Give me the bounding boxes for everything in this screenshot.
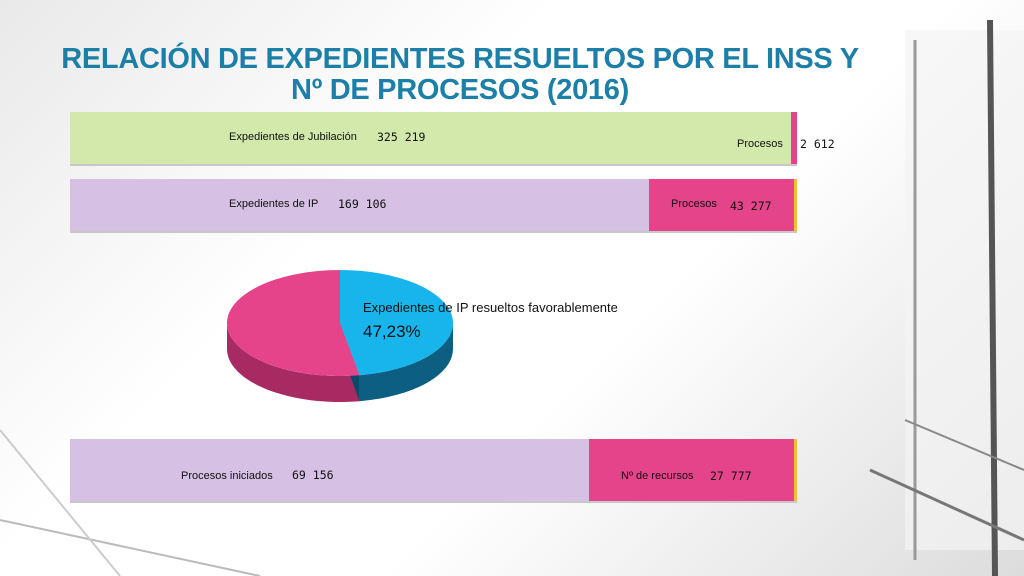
bar-ip [70,179,797,233]
slide-title: RELACIÓN DE EXPEDIENTES RESUELTOS POR EL… [61,43,859,106]
bar-ip-procesos-segment [649,179,797,231]
pie-slice-favorable [340,270,453,376]
label-procesos-1: Procesos [737,138,783,150]
bar-procesos-iniciados [70,439,797,503]
pie-slice-other-side [227,323,360,402]
value-procesos-2: 43 277 [730,199,772,213]
bar-jubilacion [70,112,797,166]
value-procesos-1: 2 612 [800,137,835,151]
bar-jubilacion-procesos-segment [791,112,797,164]
label-jubilacion: Expedientes de Jubilación [229,131,357,143]
pie-label: Expedientes de IP resueltos favorablemen… [363,300,618,315]
label-procesos-2: Procesos [671,198,717,210]
pie-percent: 47,23% [363,322,421,341]
pie-slice-other [226,270,360,376]
bar-recursos-segment [589,439,797,501]
pie-chart [226,270,453,402]
label-procesos-iniciados: Procesos iniciados [181,470,273,482]
value-recursos: 27 777 [710,469,752,483]
label-recursos: Nº de recursos [621,470,694,482]
value-procesos-iniciados: 69 156 [292,468,334,482]
pie-slice-favorable-side [359,323,453,402]
label-ip: Expedientes de IP [229,198,319,210]
value-jubilacion: 325 219 [377,130,426,144]
value-ip: 169 106 [338,197,387,211]
